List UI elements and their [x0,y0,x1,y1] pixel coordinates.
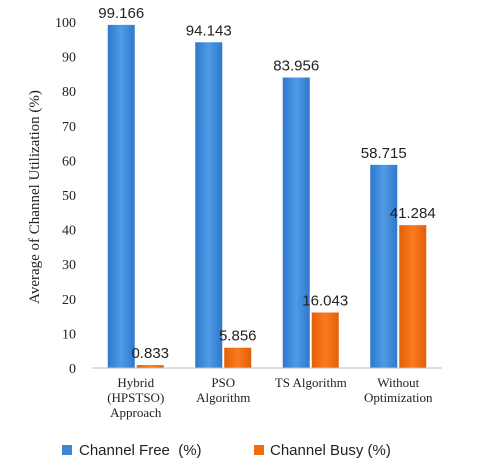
bar-channel-free [195,42,223,368]
y-tick-label: 70 [62,120,76,135]
y-tick-label: 30 [62,258,76,273]
data-label: 16.043 [302,292,348,309]
y-tick-label: 10 [62,327,76,342]
data-label: 58.715 [361,145,407,162]
y-tick-label: 60 [62,154,76,169]
data-label: 0.833 [131,345,169,362]
legend-swatch-channel-free [62,445,72,455]
x-category-label: Without Optimization [364,375,433,405]
y-axis-ticks: 0 10 20 30 40 50 60 70 80 90 100 [55,16,76,377]
legend-label-channel-busy: Channel Busy (%) [270,442,391,459]
y-tick-label: 40 [62,224,76,239]
bar-channel-busy [311,312,339,368]
data-label: 99.166 [98,5,144,22]
data-label: 5.856 [219,328,257,345]
y-tick-label: 80 [62,85,76,100]
data-labels: 99.166 0.833 94.143 5.856 83.956 16.043 58.715… [98,5,435,362]
bar-channel-busy [136,365,164,368]
y-axis-label: Average of Channel Utilization (%) [27,90,43,304]
data-label: 83.956 [273,58,319,75]
x-category-label: PSO Algorithm [196,375,250,405]
y-tick-label: 90 [62,51,76,66]
data-label: 41.284 [390,205,436,222]
bar-channel-free [282,77,310,368]
bar-channel-busy [399,225,427,368]
bars [107,24,427,368]
bar-channel-free [370,164,398,368]
y-tick-label: 100 [55,16,76,31]
y-tick-label: 50 [62,189,76,204]
legend-swatch-channel-busy [254,445,264,455]
data-label: 94.143 [186,22,232,39]
x-category-label: TS Algorithm [275,375,347,390]
bar-channel-free [107,24,135,368]
category-labels: Hybrid (HPSTSO) Approach PSO Algorithm TS Alg… [107,375,433,420]
x-category-label: Hybrid (HPSTSO) Approach [107,375,164,420]
y-tick-label: 0 [69,362,76,377]
legend-label-channel-free: Channel Free (%) [79,442,202,459]
legend: Channel Free (%) Channel Busy (%) [62,442,391,459]
y-tick-label: 20 [62,293,76,308]
bar-channel-busy [224,347,252,368]
